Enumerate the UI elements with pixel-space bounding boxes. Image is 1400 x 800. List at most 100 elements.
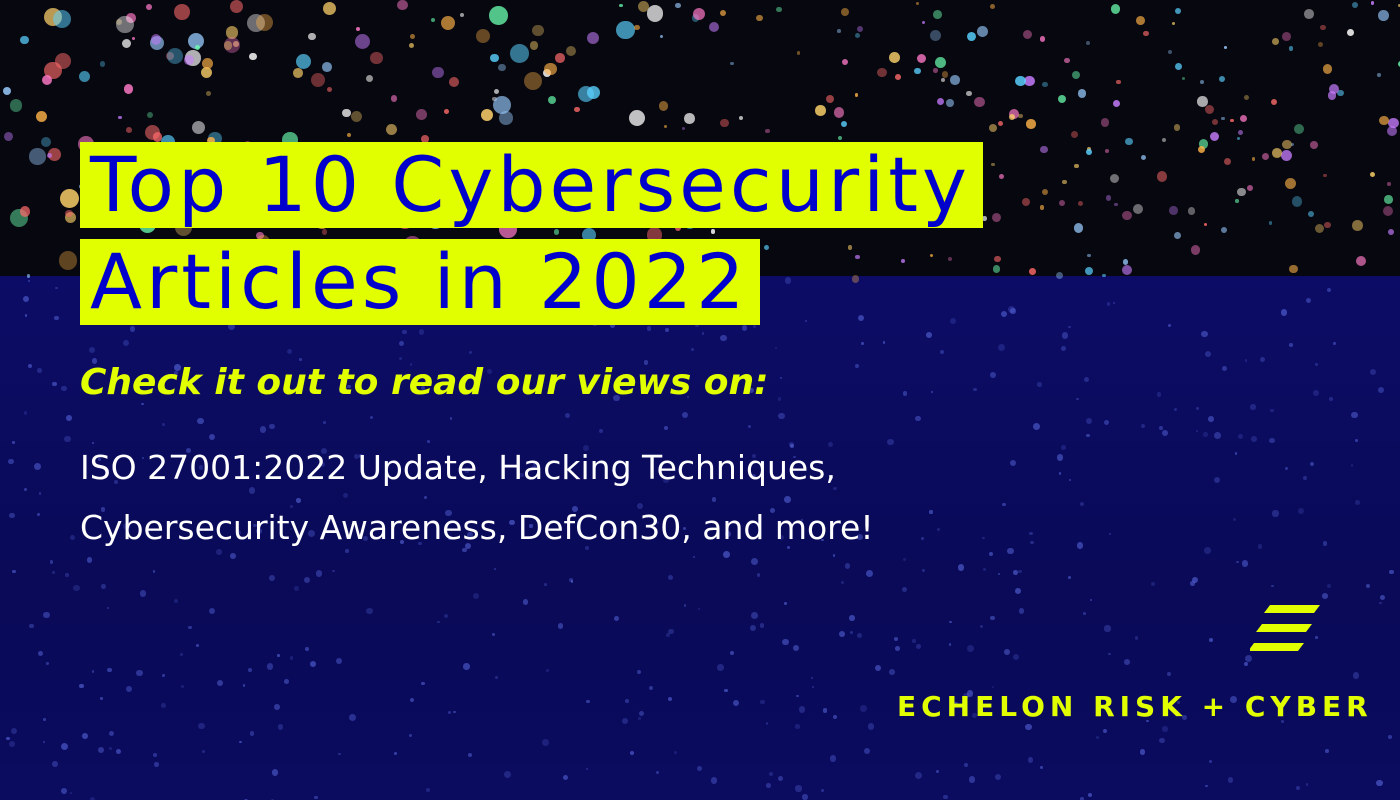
bokeh-dot	[1305, 783, 1309, 787]
bokeh-dot	[1030, 540, 1035, 545]
bokeh-dot	[1062, 180, 1067, 185]
bokeh-dot	[786, 545, 791, 550]
bokeh-dot	[410, 697, 415, 702]
bokeh-dot	[1159, 425, 1163, 430]
bokeh-dot	[131, 36, 135, 41]
bokeh-dot	[216, 679, 224, 687]
bokeh-dot	[1110, 4, 1120, 14]
bokeh-dot	[777, 397, 782, 401]
bokeh-dot	[226, 26, 239, 39]
bokeh-dot	[295, 53, 312, 70]
bokeh-dot	[901, 587, 907, 593]
bokeh-dot	[1181, 77, 1185, 81]
bokeh-dot	[776, 6, 782, 13]
bokeh-dot	[972, 712, 977, 718]
bokeh-dot	[370, 415, 374, 420]
bokeh-dot	[323, 420, 327, 424]
bokeh-dot	[418, 329, 425, 336]
title-line-1: Top 10 Cybersecurity	[80, 142, 984, 228]
bokeh-dot	[634, 24, 640, 31]
bokeh-dot	[1325, 749, 1329, 753]
bokeh-dot	[957, 564, 965, 571]
bokeh-dot	[1196, 407, 1199, 411]
bokeh-dot	[921, 537, 925, 541]
bokeh-dot	[322, 2, 336, 16]
bokeh-dot	[1243, 662, 1248, 667]
bokeh-dot	[994, 773, 1001, 780]
bokeh-dot	[529, 41, 539, 50]
bokeh-dot	[394, 752, 398, 756]
bokeh-dot	[1156, 392, 1162, 397]
bokeh-dot	[34, 463, 41, 471]
bokeh-dot	[1195, 430, 1199, 433]
bokeh-dot	[1246, 185, 1253, 192]
bokeh-dot	[8, 458, 14, 465]
bokeh-dot	[493, 567, 497, 571]
bokeh-dot	[1377, 73, 1381, 77]
bokeh-dot	[856, 25, 864, 33]
bokeh-dot	[546, 668, 550, 672]
bokeh-dot	[1221, 366, 1227, 372]
bokeh-dot	[621, 717, 629, 724]
bokeh-dot	[565, 45, 576, 56]
bokeh-dot	[481, 108, 494, 121]
bokeh-dot	[569, 578, 573, 582]
bokeh-dot	[1258, 544, 1263, 549]
bokeh-dot	[1012, 653, 1020, 661]
bokeh-dot	[1136, 15, 1146, 25]
bokeh-dot	[1104, 149, 1109, 154]
bokeh-dot	[643, 360, 649, 365]
bokeh-dot	[926, 331, 933, 338]
bokeh-dot	[1167, 672, 1171, 676]
bokeh-dot	[43, 612, 50, 619]
bokeh-dot	[1272, 510, 1279, 517]
bokeh-dot	[658, 100, 669, 111]
bokeh-dot	[187, 32, 205, 50]
bokeh-dot	[42, 718, 46, 722]
bokeh-dot	[1328, 83, 1340, 94]
bokeh-dot	[1365, 583, 1370, 588]
bokeh-dot	[1073, 223, 1084, 233]
bokeh-dot	[29, 623, 34, 629]
bokeh-dot	[1114, 203, 1118, 207]
bokeh-dot	[146, 4, 152, 11]
bokeh-dot	[646, 326, 652, 331]
bokeh-dot	[1200, 330, 1208, 338]
bokeh-dot	[1269, 438, 1275, 444]
topics-line-2: Cybersecurity Awareness, DefCon30, and m…	[80, 508, 874, 547]
bokeh-dot	[833, 714, 838, 719]
bokeh-dot	[666, 633, 670, 638]
bokeh-dot	[437, 620, 440, 624]
bokeh-dot	[723, 551, 731, 559]
bokeh-dot	[350, 110, 363, 123]
bokeh-dot	[667, 574, 673, 580]
bokeh-dot	[1140, 154, 1147, 161]
bokeh-dot	[426, 787, 430, 792]
bokeh-dot	[629, 109, 646, 127]
bokeh-dot	[101, 584, 106, 589]
bokeh-dot	[1221, 117, 1225, 121]
bokeh-dot	[977, 26, 988, 38]
bokeh-dot	[586, 85, 601, 100]
bokeh-dot	[269, 423, 275, 430]
bokeh-dot	[838, 631, 845, 638]
bokeh-dot	[497, 63, 506, 72]
bokeh-dot	[432, 66, 444, 79]
bokeh-dot	[9, 513, 15, 519]
bokeh-dot	[570, 580, 573, 583]
bokeh-dot	[1167, 50, 1173, 55]
bokeh-dot	[161, 423, 165, 426]
bokeh-dot	[1352, 220, 1363, 231]
bokeh-dot	[37, 650, 43, 656]
bokeh-dot	[272, 769, 279, 776]
bokeh-dot	[335, 657, 342, 665]
bokeh-dot	[529, 524, 533, 528]
bokeh-dot	[1322, 64, 1333, 74]
bokeh-dot	[849, 615, 855, 621]
bokeh-dot	[123, 84, 134, 95]
bokeh-dot	[23, 411, 28, 415]
bokeh-dot	[553, 229, 560, 235]
bokeh-dot	[974, 96, 985, 107]
bokeh-dot	[1058, 472, 1062, 476]
